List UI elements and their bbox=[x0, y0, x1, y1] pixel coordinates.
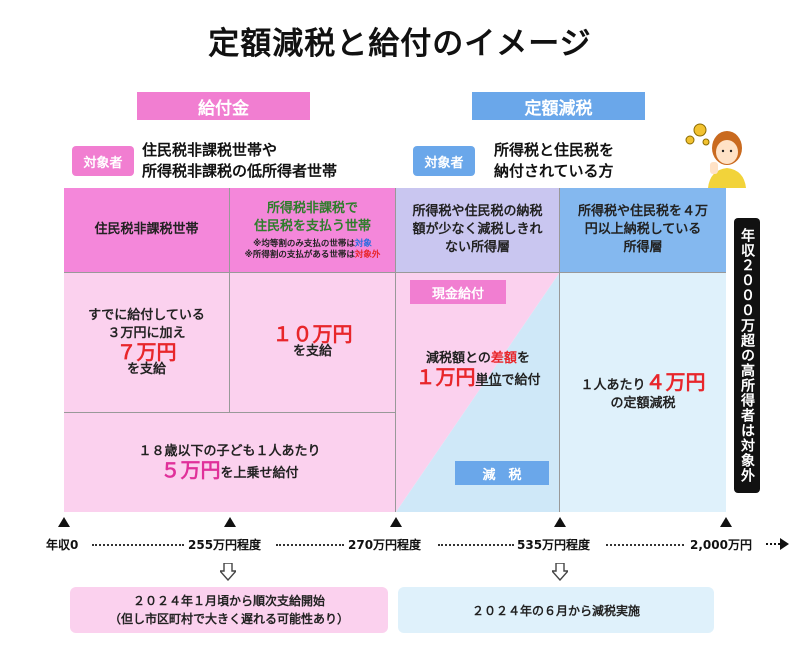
col3-body-b: 差額 bbox=[490, 351, 517, 366]
col2-body-suffix: を支給 bbox=[292, 343, 332, 359]
axis-marker-255 bbox=[224, 517, 236, 527]
target-left-line1: 住民税非課税世帯や bbox=[142, 141, 278, 159]
col2-header-line2: 住民税を支払う世帯 bbox=[253, 218, 371, 234]
col4-body-suffix: の定額減税 bbox=[610, 395, 676, 411]
axis-marker-0 bbox=[58, 517, 70, 527]
col3-body-a: 減税額との bbox=[426, 351, 491, 366]
cell-col3-header: 所得税や住民税の納税 額が少なく減税しきれ ない所得層 bbox=[396, 188, 560, 272]
col4-header-line1: 所得税や住民税を４万 bbox=[577, 204, 708, 219]
col3-diagonal-background bbox=[396, 272, 560, 512]
benefit-schedule-box: ２０２４年１月頃から順次支給開始 （但し市区町村で大きく遅れる可能性あり） bbox=[70, 587, 388, 633]
target-right-line2: 納付されている方 bbox=[494, 162, 614, 180]
tax-cut-schedule-box: ２０２４年の６月から減税実施 bbox=[398, 587, 714, 633]
axis-tick-0: 年収0 bbox=[46, 538, 79, 552]
col4-header-line3: 所得層 bbox=[623, 240, 663, 255]
cell-col2-header: 所得税非課税で 住民税を支払う世帯 ※均等割のみ支払の世帯は対象 ※所得割の支払… bbox=[230, 188, 396, 272]
target-left-line2: 所得税非課税の低所得者世帯 bbox=[142, 162, 338, 180]
col3-body-amount: １万円 bbox=[415, 365, 476, 389]
axis-tick-2000: 2,000万円 bbox=[690, 538, 752, 552]
col2-header-line1: 所得税非課税で bbox=[266, 200, 358, 216]
axis-marker-270 bbox=[390, 517, 402, 527]
axis-tick-255: 255万円程度 bbox=[188, 538, 262, 552]
col1-body-suffix: を支給 bbox=[126, 361, 166, 377]
col3-body-c: を bbox=[516, 351, 530, 366]
page-title: 定額減税と給付のイメージ bbox=[208, 26, 592, 62]
child-line2: ５万円を上乗せ給付 bbox=[160, 457, 299, 483]
col3-body-unit: 単位 bbox=[475, 373, 502, 388]
child-amount: ５万円 bbox=[160, 457, 221, 482]
benefit-header: 給付金 bbox=[137, 92, 310, 120]
col2-note2: ※所得割の支払がある世帯は対象外 bbox=[245, 250, 381, 261]
cell-col4-body: １人あたり４万円 の定額減税 bbox=[560, 272, 726, 512]
col3-body-suffix: で給付 bbox=[501, 373, 541, 388]
target-right-line1: 所得税と住民税を bbox=[494, 141, 615, 159]
cash-benefit-label: 現金給付 bbox=[410, 280, 506, 304]
col1-body-line1: すでに給付している bbox=[88, 307, 205, 323]
col4-body-line1: １人あたり４万円 bbox=[580, 369, 706, 395]
tax-cut-label: 減 税 bbox=[455, 461, 549, 485]
cell-col4-header: 所得税や住民税を４万 円以上納税している 所得層 bbox=[560, 188, 726, 272]
col1-body-amount: ７万円 bbox=[116, 339, 177, 364]
col4-header-line2: 円以上納税している bbox=[584, 222, 702, 237]
col4-body-prefix: １人あたり bbox=[580, 377, 646, 393]
col2-body-amount: １０万円 bbox=[272, 321, 353, 346]
col3-body-line2: １万円単位で給付 bbox=[415, 365, 541, 390]
axis-dots-3 bbox=[438, 544, 514, 546]
thinking-person-icon bbox=[685, 123, 746, 188]
col2-note1: ※均等割のみ支払の世帯は対象 bbox=[253, 239, 372, 250]
child-line1: １８歳以下の子ども１人あたり bbox=[138, 443, 321, 459]
tax-cut-header: 定額減税 bbox=[472, 92, 645, 120]
target-text-left: 住民税非課税世帯や 所得税非課税の低所得者世帯 bbox=[142, 140, 337, 182]
down-arrow-icon-left bbox=[220, 563, 236, 581]
down-arrow-icon-right bbox=[552, 563, 568, 581]
col2-note2-emph: 対象外 bbox=[354, 249, 381, 260]
axis-dots-4 bbox=[606, 544, 684, 546]
axis-marker-535 bbox=[554, 517, 566, 527]
col1-body-line2: ３万円に加え bbox=[107, 325, 186, 341]
target-text-right: 所得税と住民税を 納付されている方 bbox=[494, 140, 614, 182]
cell-col2-body: １０万円 を支給 bbox=[230, 272, 396, 412]
axis-dots-2 bbox=[276, 544, 344, 546]
cell-col1-header: 住民税非課税世帯 bbox=[64, 188, 230, 272]
cell-col1-body: すでに給付している ３万円に加え ７万円 を支給 bbox=[64, 272, 230, 412]
axis-marker-2000 bbox=[720, 517, 732, 527]
target-badge-right: 対象者 bbox=[413, 146, 475, 176]
benefit-schedule-line1: ２０２４年１月頃から順次支給開始 bbox=[132, 594, 325, 608]
col2-note2-text: ※所得割の支払がある世帯は bbox=[244, 249, 355, 260]
col3-header-line1: 所得税や住民税の納税 bbox=[412, 204, 543, 219]
cell-col3-body bbox=[396, 272, 560, 512]
col3-header-line2: 額が少なく減税しきれ bbox=[412, 222, 543, 237]
axis-tick-270: 270万円程度 bbox=[348, 538, 422, 552]
axis-dots-1 bbox=[92, 544, 184, 546]
col3-body-line1: 減税額との差額を bbox=[426, 350, 530, 368]
col2-note1-text: ※均等割のみ支払の世帯は bbox=[253, 238, 355, 249]
col3-body-text: 減税額との差額を １万円単位で給付 bbox=[396, 342, 560, 398]
cell-child-row: １８歳以下の子ども１人あたり ５万円を上乗せ給付 bbox=[64, 412, 396, 512]
high-income-excluded-label: 年収２０００万超の高所得者は対象外 bbox=[734, 218, 760, 493]
axis-arrow-icon bbox=[766, 538, 789, 550]
col2-note1-emph: 対象 bbox=[354, 238, 372, 249]
col1-header-text: 住民税非課税世帯 bbox=[94, 222, 199, 237]
benefit-schedule-line2: （但し市区町村で大きく遅れる可能性あり） bbox=[108, 612, 349, 626]
target-badge-left: 対象者 bbox=[72, 146, 134, 176]
axis-tick-535: 535万円程度 bbox=[517, 538, 591, 552]
child-suffix: を上乗せ給付 bbox=[220, 465, 299, 481]
col3-header-line3: ない所得層 bbox=[444, 240, 510, 255]
col4-body-amount: ４万円 bbox=[645, 369, 706, 394]
